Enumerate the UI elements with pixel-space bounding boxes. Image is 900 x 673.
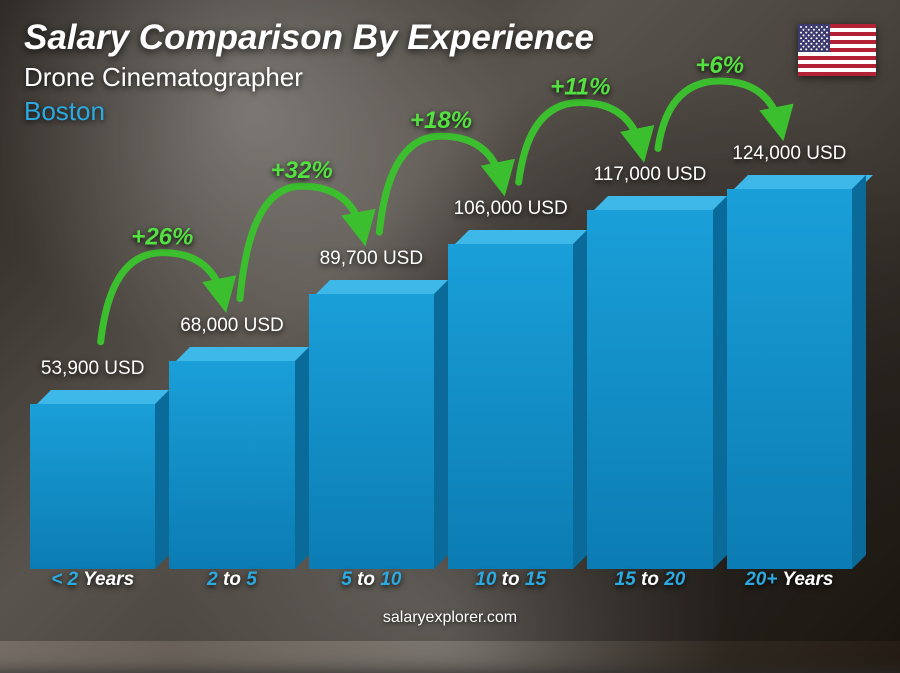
increase-arc: [240, 186, 363, 299]
increase-arcs: +26% +32% +18% +11% +6%: [30, 35, 852, 555]
x-axis-label: 15 to 20: [587, 569, 712, 591]
increase-arc: [658, 81, 781, 148]
x-axis-label: 5 to 10: [309, 569, 434, 591]
bar-chart: 53,900 USD68,000 USD89,700 USD106,000 US…: [30, 81, 852, 591]
increase-label: +11%: [550, 73, 610, 100]
increase-label: +26%: [131, 224, 193, 251]
x-axis-label: 2 to 5: [169, 569, 294, 591]
x-axis-label: 20+ Years: [727, 569, 852, 591]
increase-label: +32%: [271, 157, 333, 184]
footer-source: salaryexplorer.com: [0, 609, 900, 627]
x-axis-label: < 2 Years: [30, 569, 155, 591]
increase-arc: [101, 253, 224, 342]
content-root: Salary Comparison By Experience Drone Ci…: [0, 0, 900, 641]
x-axis-label: 10 to 15: [448, 569, 573, 591]
increase-arc: [379, 136, 502, 232]
x-axis-labels: < 2 Years 2 to 5 5 to 10 10 to 15 15 to 20 20…: [30, 569, 852, 591]
increase-label: +6%: [695, 52, 744, 79]
increase-arc: [519, 102, 642, 182]
increase-label: +18%: [410, 107, 472, 134]
